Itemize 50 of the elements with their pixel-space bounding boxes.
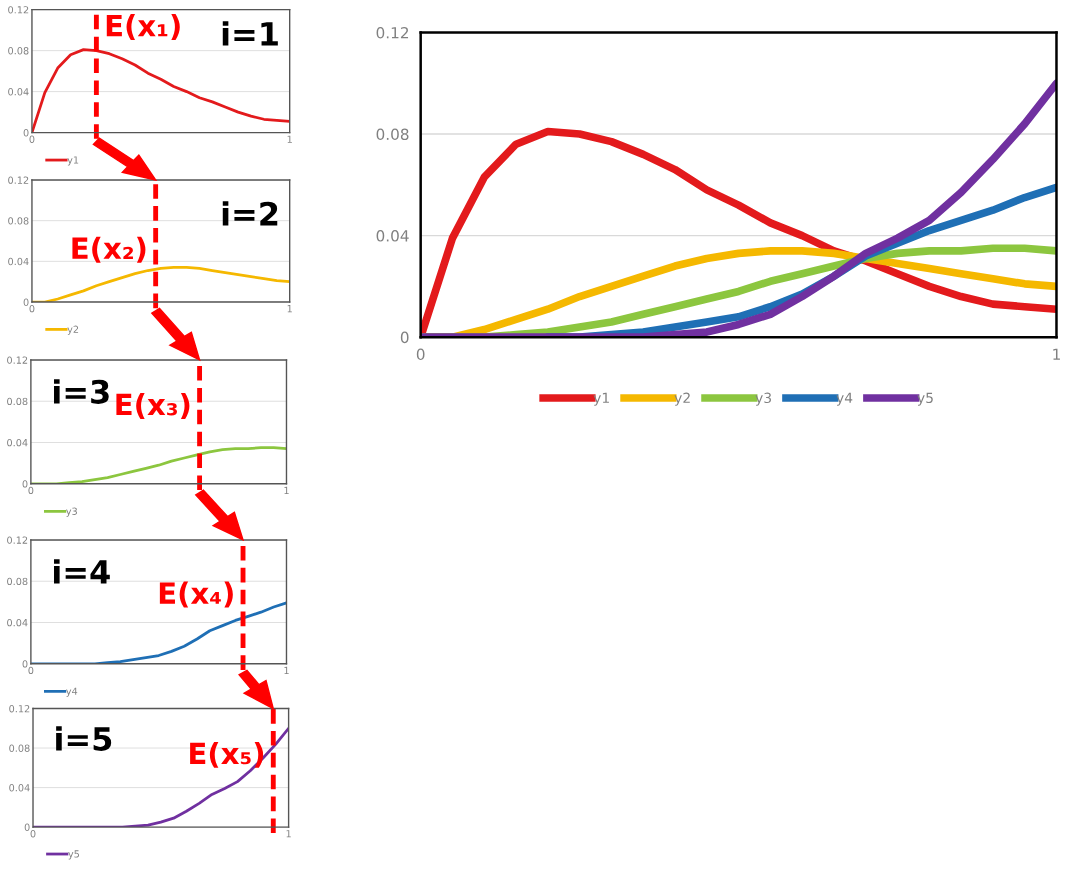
y-tick-label: 0.08 bbox=[7, 397, 28, 406]
ref-line-label: E(x₅) bbox=[190, 741, 264, 768]
annotation: i=2 bbox=[222, 201, 278, 226]
y-tick-label: 0 bbox=[23, 298, 29, 306]
y-tick-label: 0.04 bbox=[376, 230, 409, 242]
ref-line-label: E(x₃) bbox=[116, 392, 190, 419]
y-tick-label: 0.12 bbox=[8, 176, 29, 184]
annotation: i=4 bbox=[54, 559, 110, 584]
y-tick-label: 0 bbox=[400, 331, 409, 344]
ref-line-label: E(x₄) bbox=[159, 581, 233, 608]
y-tick-label: 0.12 bbox=[376, 26, 409, 39]
annotation: i=1 bbox=[222, 21, 278, 46]
y-tick-label: 0.08 bbox=[8, 47, 29, 55]
ref-line-label: E(x₂) bbox=[72, 236, 146, 263]
y-tick-label: 0 bbox=[22, 480, 28, 488]
legend-label: y5 bbox=[917, 392, 933, 406]
legend-label: y2 bbox=[674, 392, 690, 406]
legend-label: y4 bbox=[836, 392, 853, 406]
y-tick-label: 0.04 bbox=[8, 88, 29, 96]
y-tick-label: 0.08 bbox=[7, 577, 28, 586]
legend-label: y1 bbox=[67, 156, 79, 166]
x-tick-label: 1 bbox=[287, 305, 292, 313]
y-tick-label: 0.12 bbox=[8, 6, 29, 14]
legend-label: y3 bbox=[755, 392, 771, 406]
y-tick-label: 0.08 bbox=[8, 217, 29, 225]
legend-label: y3 bbox=[66, 507, 77, 517]
annotation: i=3 bbox=[54, 379, 109, 404]
ref-line-label: E(x₁) bbox=[106, 14, 180, 40]
legend-label: y1 bbox=[593, 392, 609, 406]
y-tick-label: 0.04 bbox=[7, 438, 28, 447]
x-tick-label: 1 bbox=[284, 486, 289, 494]
y-tick-label: 0.12 bbox=[7, 356, 28, 364]
y-tick-label: 0.04 bbox=[8, 257, 29, 266]
legend-label: y5 bbox=[68, 850, 80, 860]
y-tick-label: 0 bbox=[22, 660, 28, 668]
y-tick-label: 0 bbox=[24, 823, 30, 831]
legend-label: y2 bbox=[67, 325, 79, 335]
x-tick-label: 1 bbox=[1053, 348, 1060, 360]
y-tick-label: 0.12 bbox=[9, 705, 30, 713]
y-tick-label: 0.08 bbox=[9, 744, 30, 752]
annotation: i=5 bbox=[56, 726, 112, 751]
y-tick-label: 0.04 bbox=[7, 618, 28, 627]
x-tick-label: 1 bbox=[284, 666, 289, 674]
y-tick-label: 0 bbox=[23, 129, 29, 137]
x-tick-label: 1 bbox=[286, 830, 291, 838]
legend-label: y4 bbox=[66, 687, 78, 697]
x-tick-label: 1 bbox=[287, 135, 292, 143]
y-tick-label: 0.04 bbox=[9, 784, 30, 792]
y-tick-label: 0.12 bbox=[7, 536, 28, 544]
y-tick-label: 0.08 bbox=[376, 128, 409, 141]
